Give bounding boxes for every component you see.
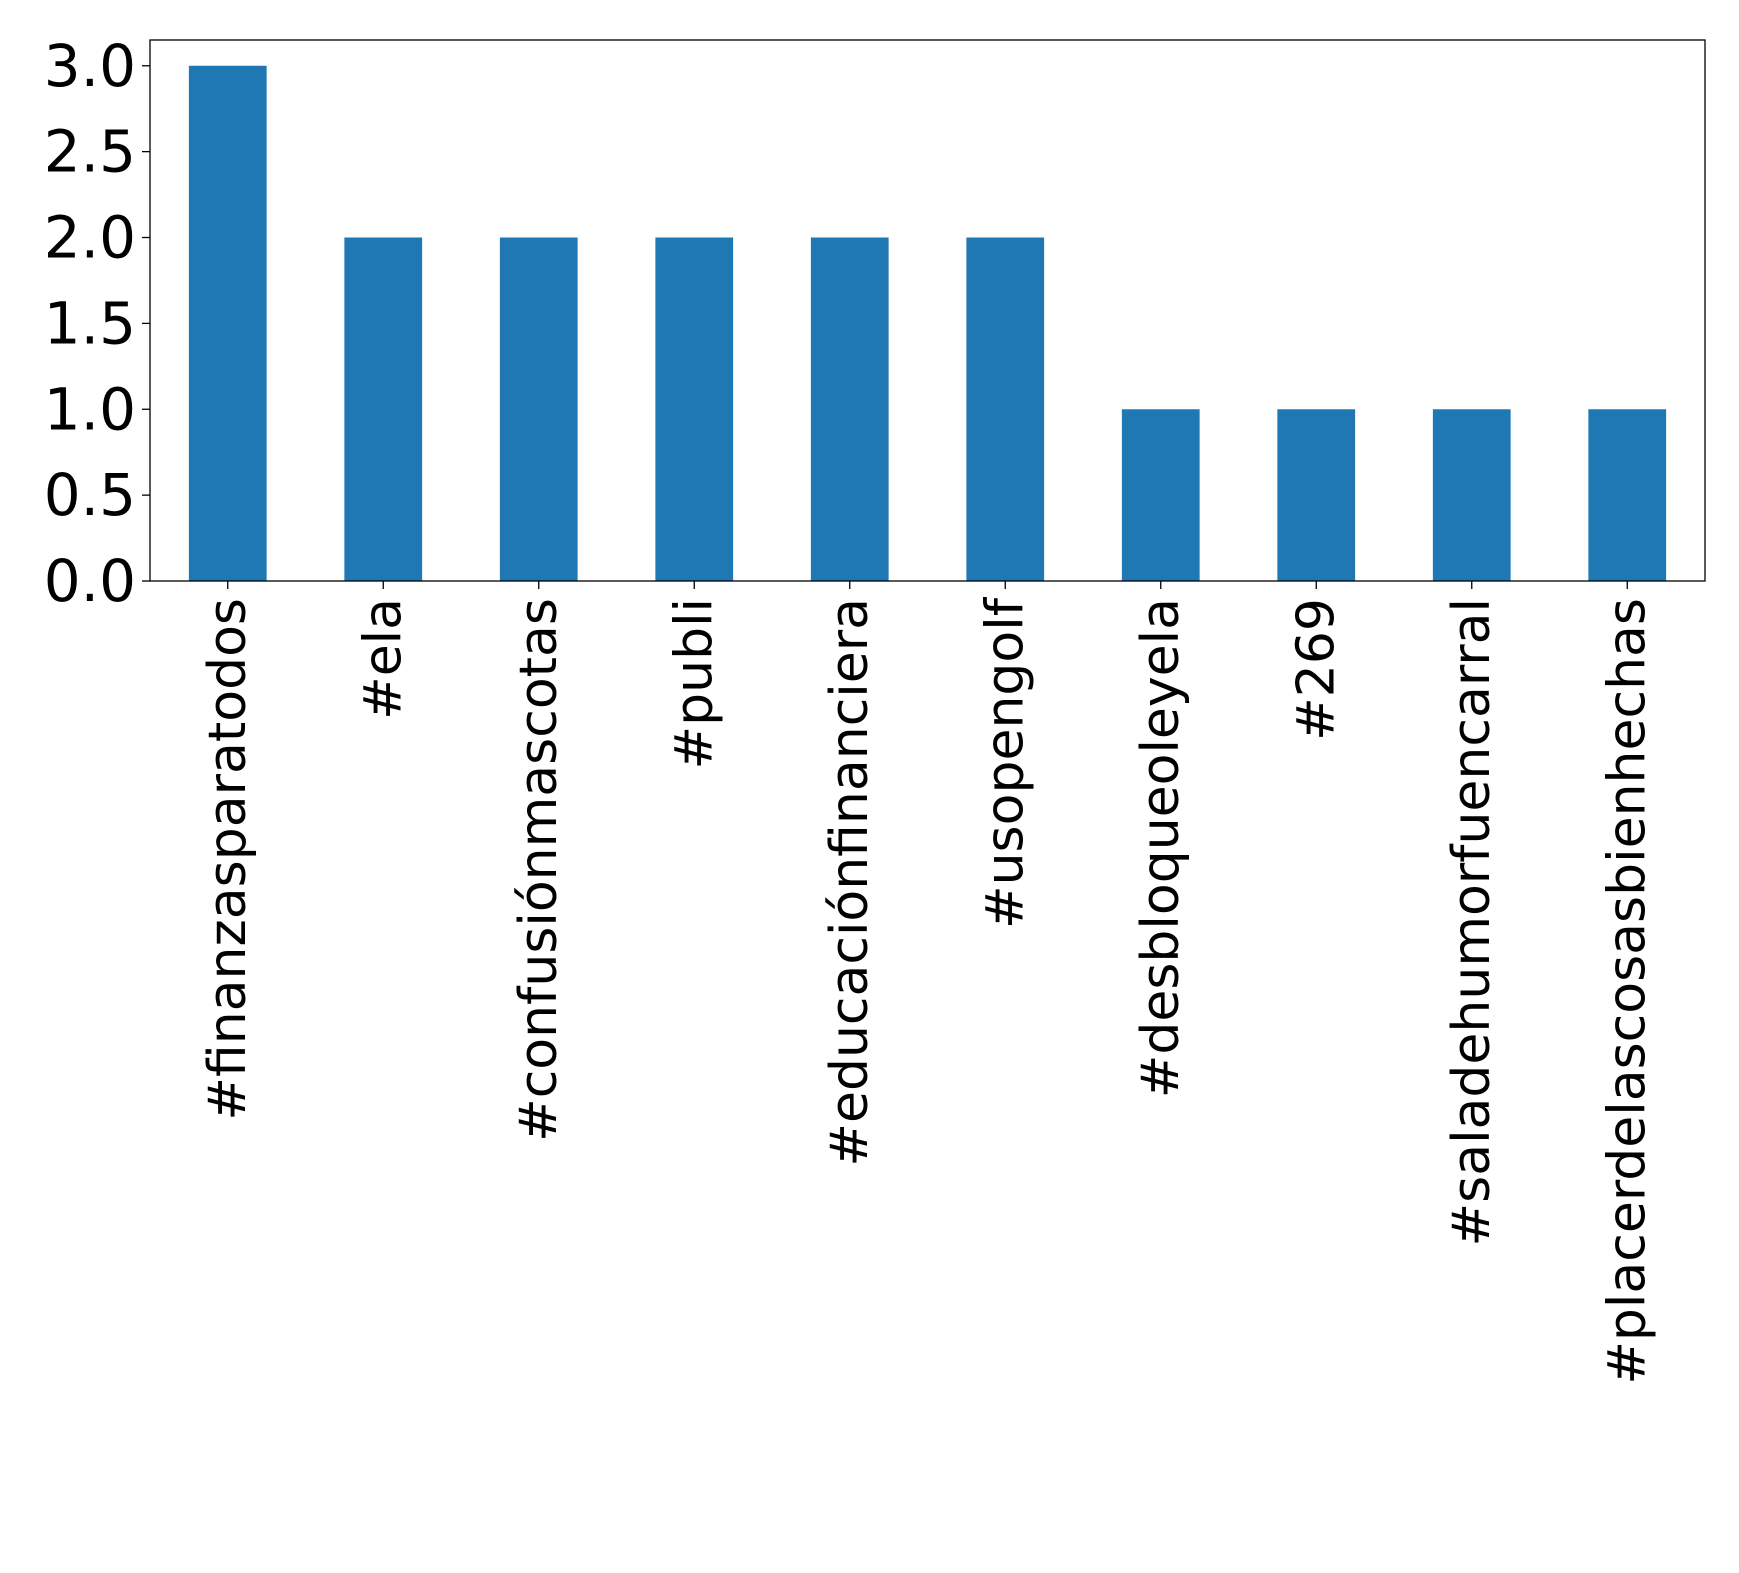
bars-layer bbox=[188, 65, 1667, 581]
x-tick-label: #educaciónfinanciera bbox=[820, 598, 880, 1167]
bar bbox=[344, 237, 423, 581]
bar bbox=[1121, 409, 1200, 581]
y-tick-label: 0.5 bbox=[44, 461, 136, 529]
bar bbox=[966, 237, 1045, 581]
bar bbox=[1432, 409, 1511, 581]
bar bbox=[499, 237, 578, 581]
x-tick-label: #publi bbox=[664, 598, 724, 769]
x-tick-label: #finanzasparatodos bbox=[198, 598, 258, 1121]
bar bbox=[1588, 409, 1667, 581]
bar bbox=[1277, 409, 1356, 581]
y-tick-label: 3.0 bbox=[44, 32, 136, 100]
plot-frame bbox=[149, 39, 1706, 582]
x-tick-label: #usopengolf bbox=[975, 596, 1035, 929]
x-tick-label: #confusiónmascotas bbox=[509, 598, 569, 1142]
y-tick-label: 1.5 bbox=[44, 289, 136, 357]
bar bbox=[655, 237, 734, 581]
x-tick-label: #desbloqueoleyela bbox=[1131, 598, 1191, 1098]
x-axis: #finanzasparatodos #ela #confusiónmascotas… bbox=[198, 581, 1657, 1385]
x-tick-label: #269 bbox=[1286, 598, 1346, 741]
bar bbox=[188, 65, 267, 581]
bar bbox=[810, 237, 889, 581]
y-axis: 0.0 0.5 1.0 1.5 2.0 2.5 3.0 bbox=[44, 32, 150, 615]
y-tick-label: 2.5 bbox=[44, 118, 136, 186]
x-tick-label: #saladehumorfuencarral bbox=[1442, 598, 1502, 1246]
x-tick-label: #ela bbox=[353, 598, 413, 720]
x-tick-label: #placerdelascosasbienhechas bbox=[1597, 598, 1657, 1385]
y-tick-label: 2.0 bbox=[44, 204, 136, 272]
y-tick-label: 0.0 bbox=[44, 547, 136, 615]
y-tick-label: 1.0 bbox=[44, 375, 136, 443]
